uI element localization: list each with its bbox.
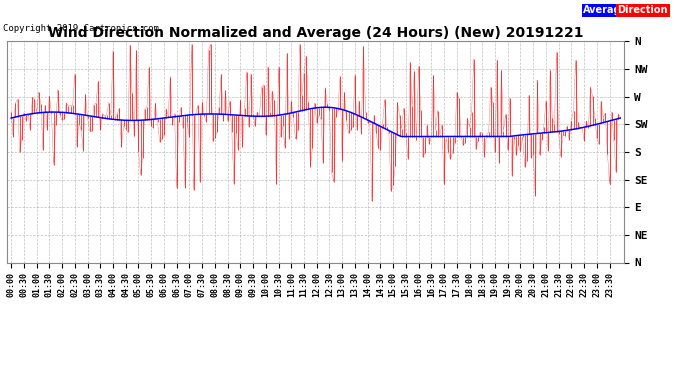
Text: Average: Average: [583, 5, 628, 15]
Title: Wind Direction Normalized and Average (24 Hours) (New) 20191221: Wind Direction Normalized and Average (2…: [48, 26, 584, 40]
Text: Copyright 2019 Cartronics.com: Copyright 2019 Cartronics.com: [3, 24, 159, 33]
Text: Direction: Direction: [618, 5, 668, 15]
